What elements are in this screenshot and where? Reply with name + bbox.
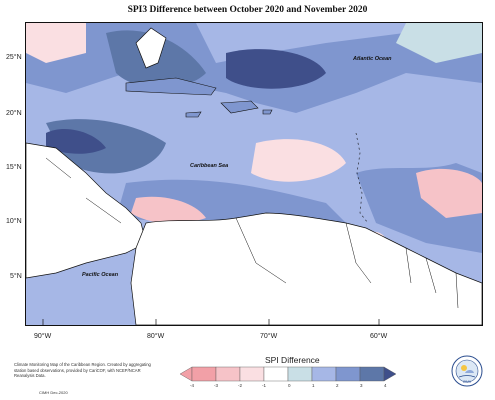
pale-zone-northeast <box>396 23 482 63</box>
lat-label-10: 10°N <box>6 218 22 225</box>
logo-text: CIMH <box>463 380 472 384</box>
lesser-antilles-chain <box>355 132 369 224</box>
cimh-logo-icon: CIMH <box>451 355 483 387</box>
legend-tick: 0 <box>288 383 291 388</box>
lat-label-20: 20°N <box>6 110 22 117</box>
legend-tick: 1 <box>312 383 315 388</box>
legend-swatch-4 <box>263 366 289 382</box>
legend-swatch-3 <box>239 366 265 382</box>
legend-swatch-6 <box>311 366 337 382</box>
legend-swatch-8 <box>359 366 385 382</box>
jamaica-outline <box>185 111 202 118</box>
pink-zone-central <box>251 139 346 182</box>
lon-label-90: 90°W <box>34 333 52 340</box>
legend-arrow-right <box>383 366 397 382</box>
lat-label-5: 5°N <box>10 273 22 280</box>
legend-tick: -4 <box>190 383 195 388</box>
map-area <box>25 22 483 326</box>
pink-zone-east <box>416 168 482 218</box>
legend-tick: -1 <box>262 383 267 388</box>
caribbean-sea-label: Caribbean Sea <box>190 163 229 169</box>
legend-swatch-7 <box>335 366 361 382</box>
legend-swatch-5 <box>287 366 313 382</box>
pink-zone-panama <box>131 196 206 224</box>
country-borders <box>45 157 459 309</box>
lat-label-25: 25°N <box>6 54 22 61</box>
darkest-zone-gulf <box>46 128 106 154</box>
cuba-outline <box>125 77 217 96</box>
legend-colorbar <box>180 366 397 382</box>
credits-date: CIMH Dec-2020 <box>39 390 68 395</box>
spi-map <box>26 23 482 325</box>
legend-tick: 3 <box>360 383 363 388</box>
hispaniola-outline <box>220 100 259 114</box>
lon-label-80: 80°W <box>147 333 165 340</box>
lat-label-15: 15°N <box>6 164 22 171</box>
puerto-rico-outline <box>262 109 273 115</box>
south-america-land <box>130 212 482 325</box>
legend-arrow-left <box>180 366 193 382</box>
pacific-ocean-label: Pacific Ocean <box>82 272 119 278</box>
legend-tick: 2 <box>336 383 339 388</box>
florida-land <box>135 27 167 69</box>
legend-swatch-1 <box>191 366 217 382</box>
legend-title: SPI Difference <box>265 355 320 365</box>
lon-label-70: 70°W <box>260 333 278 340</box>
pink-zone-northwest <box>26 23 86 63</box>
legend-tick: -3 <box>214 383 219 388</box>
legend-swatch-2 <box>215 366 241 382</box>
legend-tick: -2 <box>238 383 243 388</box>
credits-text: Climate Monitoring Map of the Caribbean … <box>14 362 151 379</box>
atlantic-ocean-label: Atlantic Ocean <box>353 56 392 62</box>
map-title: SPI3 Difference between October 2020 and… <box>127 5 368 15</box>
legend-tick: 4 <box>384 383 387 388</box>
darkest-zone-atlantic <box>226 49 326 89</box>
lon-label-60: 60°W <box>370 333 388 340</box>
